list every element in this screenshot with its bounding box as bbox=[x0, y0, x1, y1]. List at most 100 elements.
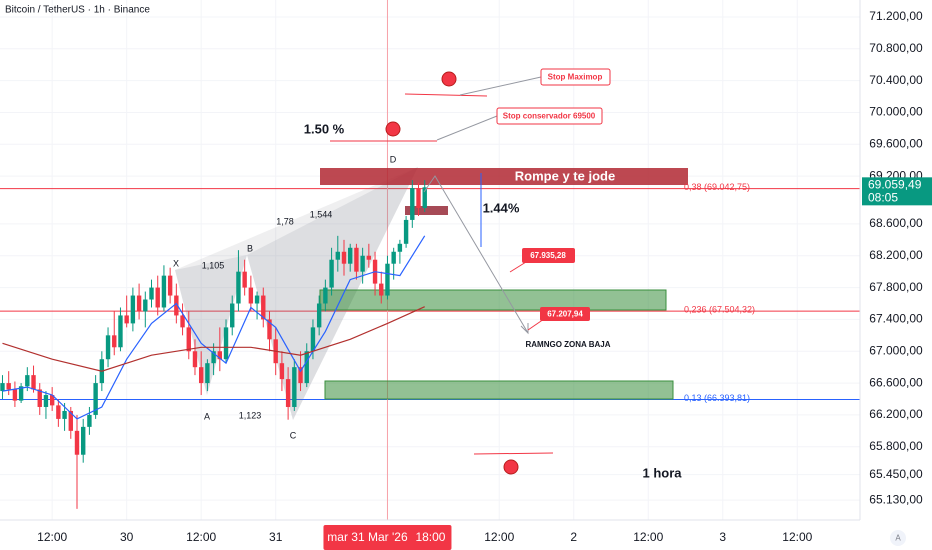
candle-body bbox=[31, 375, 36, 390]
x-tick-label: 2 bbox=[570, 530, 577, 544]
projection-arrow bbox=[423, 175, 529, 334]
candle-body bbox=[329, 259, 334, 288]
candle-body bbox=[186, 327, 191, 352]
candle-body bbox=[205, 363, 210, 384]
candle-body bbox=[217, 351, 223, 360]
pattern-ratio: 1,123 bbox=[239, 410, 262, 420]
auto-button[interactable] bbox=[890, 530, 906, 546]
moving-average bbox=[2, 235, 426, 420]
candle-body bbox=[391, 251, 396, 264]
candle-body bbox=[136, 295, 142, 312]
candle-body bbox=[43, 395, 49, 407]
candle-body bbox=[74, 430, 80, 455]
candle-body bbox=[323, 287, 328, 304]
candle-body bbox=[316, 303, 322, 328]
auto-button-label[interactable]: A bbox=[895, 534, 901, 543]
arrow-head bbox=[520, 323, 529, 335]
chart-title: Bitcoin / TetherUS · 1h · Binance bbox=[5, 5, 150, 16]
candle-body bbox=[112, 335, 117, 348]
target-label: 67.935,28 bbox=[530, 251, 566, 260]
grid bbox=[0, 0, 860, 520]
x-tick-label: 12:00 bbox=[782, 530, 812, 544]
candle-body bbox=[248, 287, 254, 304]
candle-body bbox=[155, 287, 160, 308]
candle-body bbox=[242, 271, 247, 288]
y-tick-label: 65.450,00 bbox=[869, 467, 923, 481]
candle-body bbox=[0, 383, 5, 392]
y-tick-label: 65.130,00 bbox=[869, 492, 923, 506]
x-tick-label: 31 bbox=[269, 530, 283, 544]
candle-body bbox=[335, 251, 340, 260]
pattern-ratio: 1,544 bbox=[310, 209, 333, 219]
candle-body bbox=[167, 275, 173, 296]
y-tick-label: 71.200,00 bbox=[869, 9, 923, 23]
candle-body bbox=[304, 351, 309, 384]
fib-level-label: 0,236 (67.504,32) bbox=[684, 304, 755, 314]
x-tick-label: 12:00 bbox=[484, 530, 514, 544]
stop-marker bbox=[441, 71, 457, 87]
candle-body bbox=[174, 295, 179, 316]
candle-body bbox=[81, 426, 86, 455]
x-tick-label: 3 bbox=[719, 530, 726, 544]
callout-box bbox=[540, 68, 611, 86]
target-marker bbox=[503, 459, 519, 475]
y-tick-label: 68.200,00 bbox=[869, 248, 923, 262]
candle-body bbox=[360, 255, 365, 272]
candle-body bbox=[292, 367, 297, 407]
crosshair-time: 18:00 bbox=[415, 530, 445, 544]
candle-body bbox=[18, 386, 24, 401]
candle-body bbox=[118, 315, 123, 348]
x-tick-label: 12:00 bbox=[186, 530, 216, 544]
candle-body bbox=[124, 315, 129, 324]
fib-level-label: 0,38 (69.042,75) bbox=[684, 182, 750, 192]
candle-body bbox=[354, 247, 359, 272]
candle-body bbox=[341, 251, 347, 264]
candle-body bbox=[143, 299, 148, 312]
callout-line bbox=[459, 76, 542, 96]
candle-body bbox=[130, 295, 136, 324]
candle-body bbox=[25, 375, 30, 387]
candle-body bbox=[379, 283, 384, 296]
candle-body bbox=[192, 351, 198, 368]
y-tick-label: 67.000,00 bbox=[869, 343, 923, 357]
pattern-point: X bbox=[173, 258, 179, 268]
candle-body bbox=[348, 247, 353, 264]
candle-body bbox=[62, 410, 67, 419]
candle-body bbox=[416, 188, 421, 208]
resistance-zone bbox=[320, 168, 688, 185]
candle-body bbox=[279, 363, 285, 380]
y-tick-label: 70.000,00 bbox=[869, 105, 923, 119]
target-label-bg bbox=[522, 248, 575, 263]
y-tick-label: 68.600,00 bbox=[869, 216, 923, 230]
candle-body bbox=[397, 243, 403, 252]
pattern-point: D bbox=[390, 154, 397, 164]
x-tick-label: 30 bbox=[120, 530, 134, 544]
price-label: 69.059,49 bbox=[868, 178, 922, 192]
candle-body bbox=[6, 383, 11, 390]
timeframe-label: 1 hora bbox=[642, 465, 682, 480]
candle-body bbox=[149, 287, 154, 300]
fib-level-label: 0,13 (66.393,81) bbox=[684, 393, 750, 403]
target-label-bg bbox=[540, 307, 590, 321]
crosshair-date: mar 31 Mar '26 bbox=[327, 530, 408, 544]
y-tick-label: 70.400,00 bbox=[869, 73, 923, 87]
candle-body bbox=[267, 319, 272, 340]
candle-body bbox=[366, 255, 372, 260]
candles bbox=[0, 180, 427, 509]
candle-body bbox=[230, 303, 235, 328]
candle-body bbox=[261, 295, 266, 320]
candle-body bbox=[68, 410, 73, 431]
pattern-xab bbox=[175, 255, 247, 395]
callout-line bbox=[436, 115, 498, 141]
y-tick-label: 69.600,00 bbox=[869, 136, 923, 150]
y-tick-label: 66.600,00 bbox=[869, 375, 923, 389]
pattern-ratio: 1,105 bbox=[202, 260, 225, 270]
y-tick-label: 67.400,00 bbox=[869, 312, 923, 326]
pattern-point: B bbox=[247, 243, 253, 253]
candle-body bbox=[385, 263, 390, 296]
callout-box bbox=[496, 107, 603, 125]
small-zone bbox=[405, 206, 448, 215]
y-tick-label: 66.200,00 bbox=[869, 407, 923, 421]
candle-body bbox=[93, 383, 98, 415]
